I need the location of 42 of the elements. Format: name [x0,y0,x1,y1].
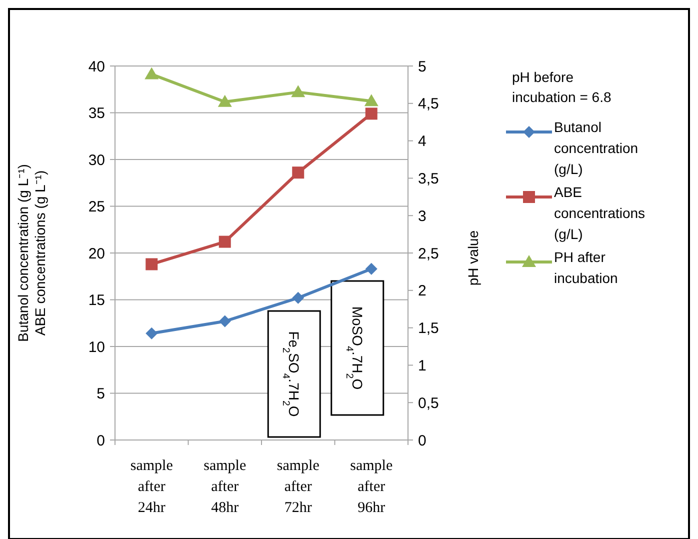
point [292,292,304,304]
point [365,108,378,120]
y-tick-label: 5 [96,386,105,402]
point [146,327,158,340]
y2-tick-label: 0,5 [418,394,439,412]
y2-tick-label: 3 [418,208,426,225]
legend-label: Butanol concentration (g/L) [554,119,638,177]
legend-label: ABE concentrations (g/L) [554,184,646,242]
point [365,262,378,275]
y2-tick-label: 2,5 [418,245,439,262]
y2-tick-label: 0 [418,432,426,450]
x-tick-label: sample after 48hr [204,458,246,516]
point [292,166,304,179]
y-tick-label: 35 [88,105,105,122]
y-tick-label: 30 [88,152,105,169]
point [146,258,158,270]
y2-tick-label: 4,5 [418,96,439,113]
y-tick-label: 20 [88,245,105,262]
point [291,85,306,98]
y-tick-label: 10 [88,338,105,356]
x-tick-label: sample after 24hr [130,458,174,516]
point [218,94,232,107]
y-tick-label: 15 [88,292,105,309]
y-tick-label: 25 [88,198,105,216]
y2-axis-title: pH value [465,230,481,286]
y2-tick-label: 4 [418,133,426,150]
y-tick-label: 0 [96,432,105,450]
y2-tick-label: 1 [418,357,426,374]
y-axis-title: Butanol concentration (g L⁻¹) ABE concentrations (g L⁻¹) [15,164,48,342]
y2-tick-label: 5 [418,58,426,76]
x-tick-label: sample after 72hr [276,458,320,516]
point [364,94,378,106]
point [218,315,231,328]
y2-tick-label: 2 [418,282,426,300]
point [144,67,159,80]
legend-title: pH before incubation = 6.8 [512,69,612,105]
legend-label: PH after incubation [554,249,618,286]
point [218,236,231,248]
y-tick-label: 40 [88,58,105,76]
y2-tick-label: 3,5 [418,170,439,188]
y2-tick-label: 1,5 [418,320,439,338]
x-tick-label: sample after 96hr [350,458,393,516]
